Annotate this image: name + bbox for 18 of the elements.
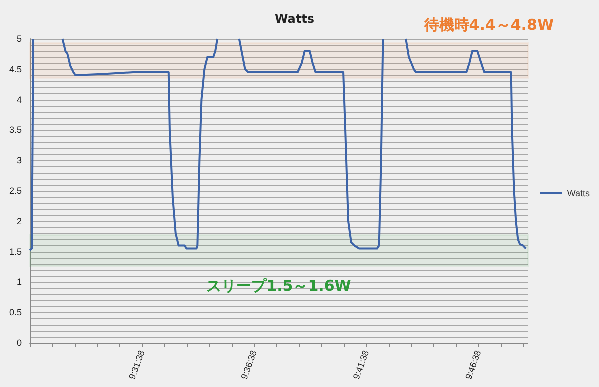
y-tick-label: 2 (16, 216, 22, 226)
y-tick-label: 0 (16, 338, 22, 348)
y-tick-label: 0.5 (9, 308, 22, 318)
y-tick-label: 3 (16, 156, 22, 166)
y-tick-label: 5 (16, 34, 22, 44)
band-label: 待機時4.4～4.8W (423, 16, 554, 34)
y-tick-label: 1 (16, 277, 22, 288)
y-tick-label: 2.5 (9, 186, 22, 196)
y-tick-label: 4 (16, 94, 22, 105)
y-tick-label: 4.5 (9, 64, 22, 74)
x-tick-label: 9:36:38 (239, 349, 259, 381)
y-tick-label: 1.5 (9, 246, 22, 257)
x-tick-label: 9:31:38 (127, 349, 147, 381)
legend-label: Watts (567, 188, 590, 198)
band-label: スリープ1.5～1.6W (206, 276, 352, 295)
y-tick-label: 3.5 (9, 125, 22, 136)
x-tick-label: 9:46:38 (464, 349, 484, 381)
chart-title: Watts (275, 12, 315, 26)
